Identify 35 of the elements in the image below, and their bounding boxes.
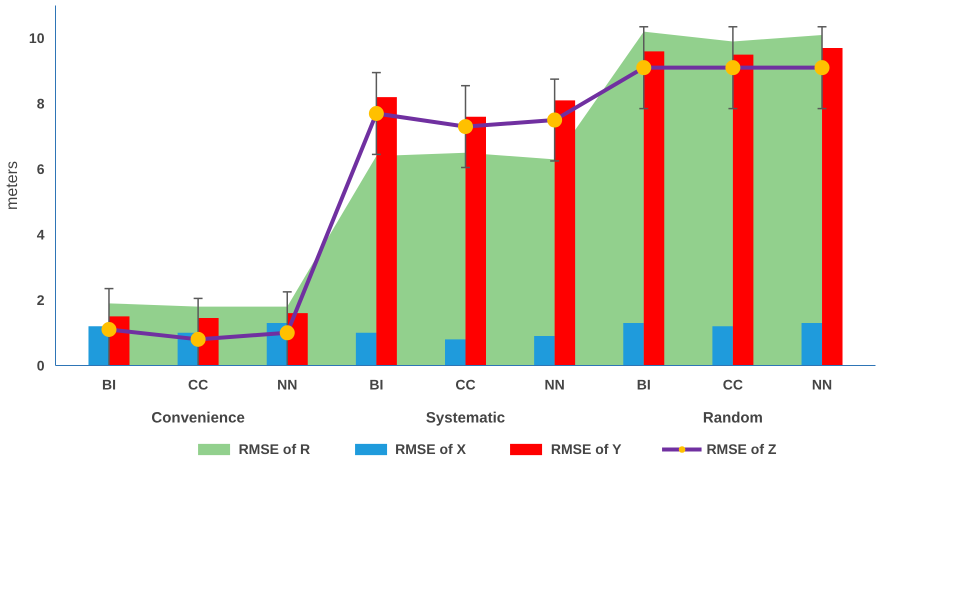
bar <box>554 100 576 366</box>
x-tick-label: NN <box>544 376 565 392</box>
y-tick-label: 8 <box>36 96 45 112</box>
bar <box>356 332 376 366</box>
y-axis-title: meters <box>4 161 21 210</box>
x-tick-label: CC <box>455 376 476 392</box>
y-tick-label: 0 <box>36 358 45 374</box>
text: Systematic <box>426 410 506 426</box>
x-tick-label: NN <box>277 376 298 392</box>
bar <box>822 48 843 366</box>
legend-label: RMSE of Z <box>706 441 776 457</box>
bar <box>534 336 555 366</box>
x-tick-label: NN <box>812 376 832 392</box>
y-tick-label: 6 <box>36 161 45 178</box>
x-tick-label: CC <box>188 376 208 392</box>
y-tick-label: 2 <box>36 292 45 308</box>
legend-label: RMSE of X <box>395 441 466 457</box>
bar <box>802 322 822 366</box>
bar <box>732 54 754 366</box>
bar <box>644 51 664 366</box>
y-tick-label: 10 <box>28 30 45 46</box>
legend-label: RMSE of R <box>238 441 310 457</box>
x-tick-label: BI <box>102 376 116 392</box>
bar <box>623 322 644 366</box>
bar <box>445 339 466 366</box>
legend-label: RMSE of Y <box>550 441 622 457</box>
x-tick-label: BI <box>636 376 651 392</box>
bar <box>712 326 733 366</box>
x-tick-label: CC <box>722 376 744 392</box>
bar <box>376 97 397 366</box>
text: Random <box>702 410 763 426</box>
y-tick-label: 4 <box>36 226 45 243</box>
bar <box>466 116 486 366</box>
text: Convenience <box>151 410 245 426</box>
x-tick-label: BI <box>369 376 384 392</box>
